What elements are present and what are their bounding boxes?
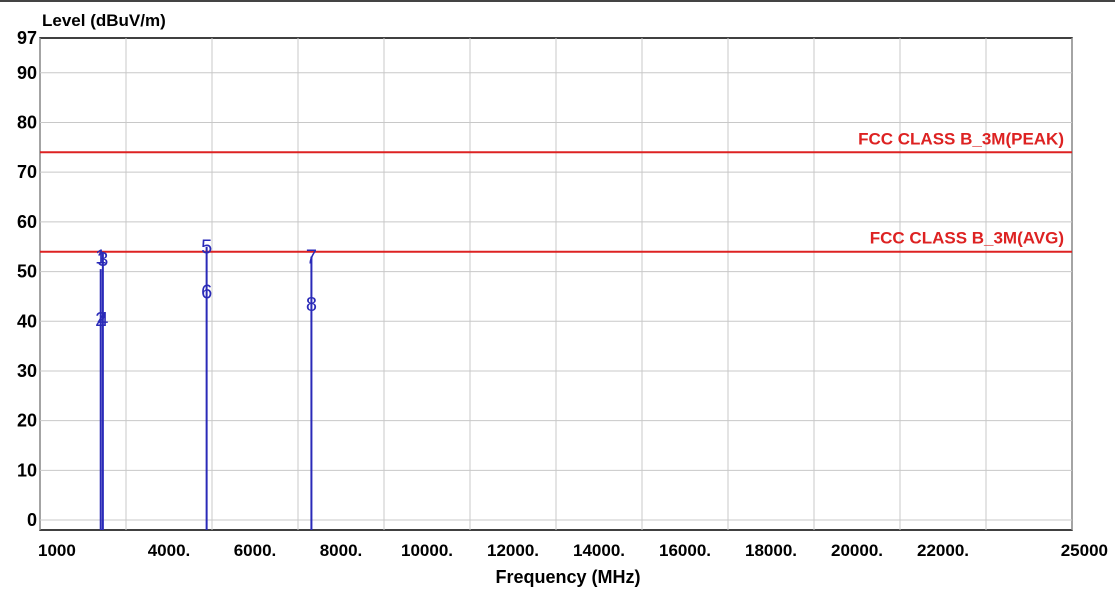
- marker-label: 8: [306, 294, 317, 316]
- marker-label: 4: [97, 309, 108, 331]
- x-tick-label: 22000.: [917, 541, 969, 560]
- x-tick-label: 10000.: [401, 541, 453, 560]
- measurement-spikes: [99, 246, 313, 530]
- top-border: [0, 0, 1115, 2]
- x-tick-label: 18000.: [745, 541, 797, 560]
- limit-label: FCC CLASS B_3M(PEAK): [858, 129, 1064, 148]
- marker-label: 5: [201, 237, 212, 259]
- y-tick-label: 60: [17, 212, 37, 232]
- x-tick-label: 25000: [1061, 541, 1108, 560]
- y-tick-label: 30: [17, 361, 37, 381]
- y-tick-label: 70: [17, 162, 37, 182]
- limit-label: FCC CLASS B_3M(AVG): [870, 229, 1064, 248]
- x-tick-label: 20000.: [831, 541, 883, 560]
- y-tick-label: 20: [17, 411, 37, 431]
- y-tick-label: 80: [17, 112, 37, 132]
- x-tick-label: 8000.: [320, 541, 363, 560]
- grid-lines: [39, 38, 1073, 530]
- x-tick-label: 14000.: [573, 541, 625, 560]
- x-axis-label: Frequency (MHz): [495, 567, 640, 587]
- x-tick-label: 1000: [38, 541, 76, 560]
- marker-label: 7: [306, 247, 317, 269]
- limit-lines: FCC CLASS B_3M(PEAK) FCC CLASS B_3M(AVG): [40, 129, 1072, 253]
- y-axis-label: Level (dBuV/m): [42, 11, 166, 30]
- y-tick-label: 40: [17, 311, 37, 331]
- marker-label: 1: [95, 247, 106, 269]
- x-tick-labels: 1000 4000. 6000. 8000. 10000. 12000. 14000. 160…: [38, 541, 1108, 560]
- y-tick-label: 97: [17, 28, 37, 48]
- marker-labels: 1 2 3 4 5 6 7 8: [95, 237, 317, 331]
- x-tick-label: 6000.: [234, 541, 277, 560]
- y-tick-label: 90: [17, 63, 37, 83]
- x-tick-label: 12000.: [487, 541, 539, 560]
- x-tick-label: 4000.: [148, 541, 191, 560]
- marker-label: 6: [201, 281, 212, 303]
- x-tick-label: 16000.: [659, 541, 711, 560]
- y-tick-labels: 97 90 80 70 60 50 40 30 20 10 0: [17, 28, 37, 530]
- y-tick-label: 10: [17, 460, 37, 480]
- marker-label: 2: [95, 309, 106, 331]
- y-tick-label: 50: [17, 262, 37, 282]
- marker-label: 3: [97, 249, 108, 271]
- y-tick-label: 0: [27, 510, 37, 530]
